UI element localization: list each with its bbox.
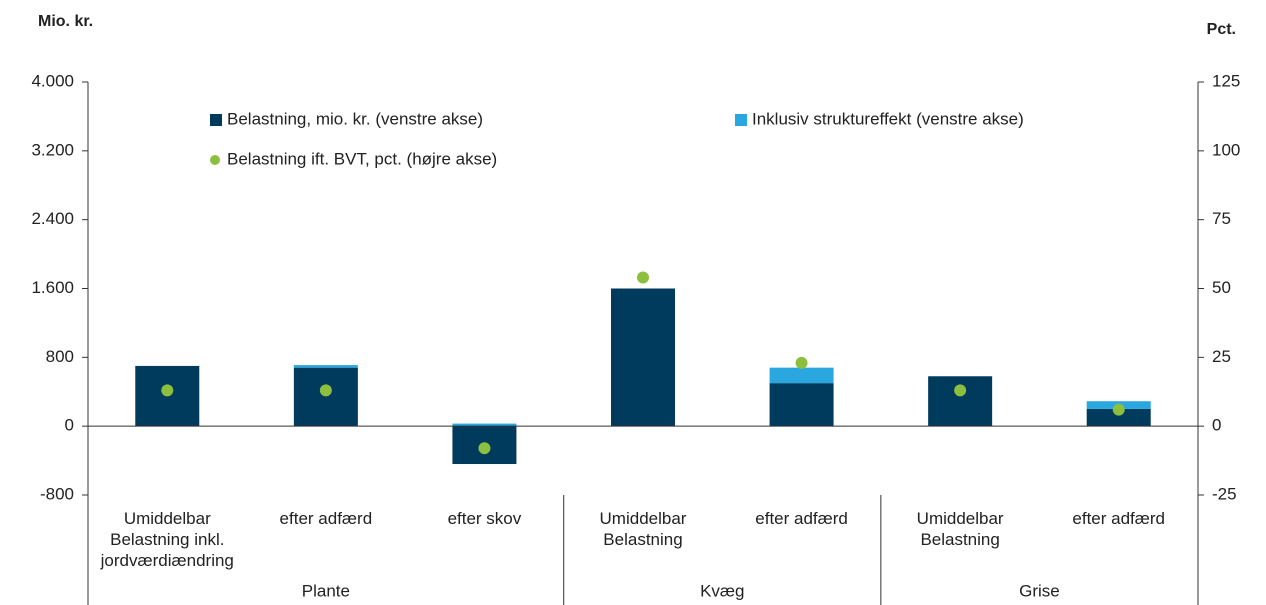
y-tick-label: -800	[40, 484, 74, 503]
bar	[928, 376, 993, 427]
dot	[319, 384, 332, 397]
y-tick-label: 3.200	[31, 140, 74, 159]
x-tick-label-line: jordværdiændring	[100, 551, 234, 570]
y-tick-label: 4.000	[31, 71, 74, 90]
y2-tick-label: 0	[1212, 416, 1221, 435]
x-tick-label-line: efter skov	[448, 509, 522, 528]
bar	[293, 365, 358, 368]
y2-tick-label: 50	[1212, 278, 1231, 297]
y-axis-title: Mio. kr.	[38, 13, 93, 30]
legend-swatch	[210, 114, 222, 126]
dot	[954, 384, 967, 397]
x-tick-label-line: efter adfærd	[755, 509, 848, 528]
y2-axis-title: Pct.	[1207, 21, 1236, 38]
dot	[478, 442, 491, 455]
x-tick-label-line: Belastning	[603, 530, 682, 549]
x-tick-label-line: Umiddelbar	[917, 509, 1004, 528]
y-tick-label: 800	[46, 347, 74, 366]
bar	[293, 367, 358, 427]
y2-tick-label: 125	[1212, 71, 1240, 90]
y2-tick-label: -25	[1212, 484, 1237, 503]
legend-label: Belastning, mio. kr. (venstre akse)	[227, 109, 483, 128]
y2-tick-label: 100	[1212, 140, 1240, 159]
x-tick-label-line: efter adfærd	[280, 509, 373, 528]
bar	[611, 288, 675, 427]
x-tick-label-line: Belastning	[920, 530, 999, 549]
y-tick-label: 0	[65, 416, 74, 435]
x-tick-label-line: Umiddelbar	[124, 509, 211, 528]
x-tick-label: efter adfærd	[755, 509, 848, 528]
group-label: Grise	[1019, 581, 1060, 600]
y-tick-label: 2.400	[31, 209, 74, 228]
x-tick-label: efter adfærd	[1072, 509, 1165, 528]
x-tick-label-line: Umiddelbar	[600, 509, 687, 528]
bar	[1086, 408, 1151, 427]
legend-swatch	[735, 114, 747, 126]
dot	[1112, 403, 1125, 416]
bar	[769, 383, 834, 427]
legend-label: Inklusiv struktureffekt (venstre akse)	[752, 109, 1024, 128]
dot	[795, 356, 808, 369]
group-label: Kvæg	[700, 581, 744, 600]
dot	[161, 384, 174, 397]
bar	[452, 423, 517, 427]
legend-label: Belastning ift. BVT, pct. (højre akse)	[227, 149, 497, 168]
legend-swatch	[210, 155, 220, 165]
x-tick-label: Umiddelbar Belastning	[600, 509, 687, 549]
y-tick-label: 1.600	[31, 278, 74, 297]
group-label: Plante	[302, 581, 350, 600]
x-tick-label: Umiddelbar Belastning inkl. jordværdiændri…	[100, 509, 234, 570]
y2-tick-label: 25	[1212, 347, 1231, 366]
x-tick-label: efter skov	[448, 509, 522, 528]
x-tick-label: efter adfærd	[280, 509, 373, 528]
dot	[637, 271, 649, 284]
y2-tick-label: 75	[1212, 209, 1231, 228]
x-tick-label: Umiddelbar Belastning	[917, 509, 1004, 549]
x-tick-label-line: Belastning inkl.	[110, 530, 224, 549]
x-tick-label-line: efter adfærd	[1072, 509, 1165, 528]
bar	[769, 367, 834, 384]
